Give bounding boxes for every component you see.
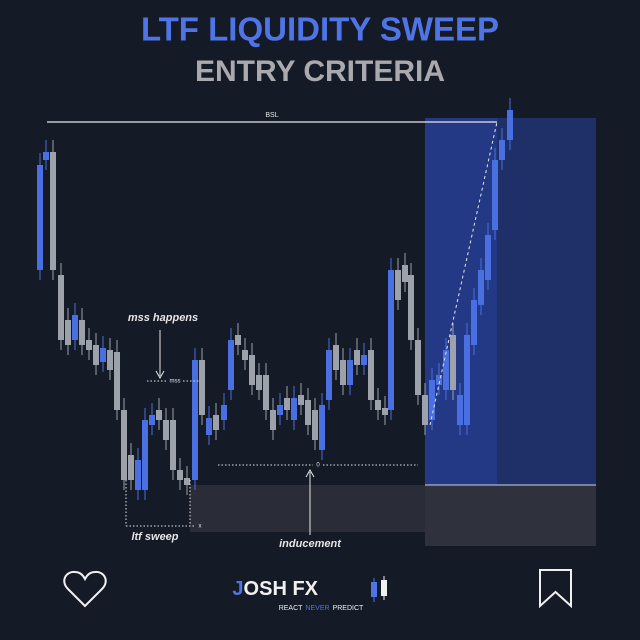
projection-line [429,121,498,426]
candle-body [100,348,106,362]
tagline: REACT NEVER PREDICT [279,605,364,612]
candle-body [135,460,141,490]
candle-body [471,300,477,345]
candle-body [184,478,190,485]
candle-body [312,410,318,440]
candle-body [242,350,248,360]
candle-body [354,350,360,365]
candle-body [114,352,120,410]
candle-body [382,408,388,415]
tagline-word: REACT [279,605,303,612]
inducement-mark: 0 [316,463,320,469]
candle-body [368,350,374,400]
logo-first: J [232,578,243,600]
sweep-mark: x [199,524,202,530]
candle-body [457,395,463,425]
candle-body [429,380,435,420]
inducement-arrowhead [305,468,315,478]
candle-body [177,470,183,480]
candle-body [305,400,311,425]
candle-body [422,395,428,425]
candle-body [270,410,276,430]
mss-happens-label: mss happens [128,312,198,324]
candle-body [415,340,421,395]
candle-body [256,375,262,390]
candle-body [395,270,401,300]
ltf-sweep-label: ltf sweep [131,531,178,543]
tagline-word: PREDICT [333,605,364,612]
candle-body [333,345,339,370]
candle-body [408,275,414,340]
candle-body [221,405,227,420]
candles [37,98,513,500]
candle-body [192,360,198,480]
like-icon[interactable] [63,570,107,608]
candle-body [50,152,56,270]
candle-body [156,410,162,420]
candle-body [93,345,99,365]
candle-body [340,360,346,385]
candle-body [43,152,49,160]
candle-body [86,340,92,350]
candle-body [450,335,456,390]
candle-body [492,160,498,230]
bsl-label: BSL [265,112,278,119]
title: LTF LIQUIDITY SWEEP [141,11,499,48]
candle-body [347,360,353,385]
candle-body [65,320,71,345]
candle-body [128,455,134,480]
candle-body [206,418,212,435]
candle-body [298,395,304,405]
subtitle: ENTRY CRITERIA [195,55,445,88]
candle-body [375,400,381,410]
candle-body [464,335,470,425]
candle-body [121,410,127,480]
mss-arrowhead [155,370,165,380]
candle-body [402,265,408,282]
candle-body [263,375,269,410]
candle-body [485,235,491,280]
logo: JOSH FX [232,578,318,600]
candle-body [199,360,205,415]
stop-zone [425,485,596,546]
candle-body [319,405,325,450]
candle-body [228,340,234,390]
candle-body [37,165,43,270]
candle-body [163,420,169,440]
candle-body [79,320,85,345]
candle-body [170,420,176,470]
candle-body [284,398,290,410]
candle-body [107,350,113,370]
candle-body [326,350,332,400]
candle-body [58,275,64,340]
candle-body [478,270,484,305]
candle-body [149,415,155,425]
mss-label: mss [170,379,181,385]
candle-body [142,420,148,490]
candle-body [361,355,367,365]
logo-rest: OSH FX [244,578,319,600]
tagline-word: NEVER [305,605,329,612]
inducement-label: inducement [279,538,342,550]
candle-body [499,140,505,160]
candle-body [277,405,283,415]
candle-body [388,270,394,410]
save-icon[interactable] [539,569,572,609]
candle-body [249,355,255,385]
candle-body [443,350,449,390]
candle-body [507,110,513,140]
candle-body [213,415,219,430]
candle-body [72,315,78,340]
candle-body [436,375,442,385]
logo-candles [371,576,387,602]
candle-body [235,335,241,345]
candle-body [291,398,297,420]
